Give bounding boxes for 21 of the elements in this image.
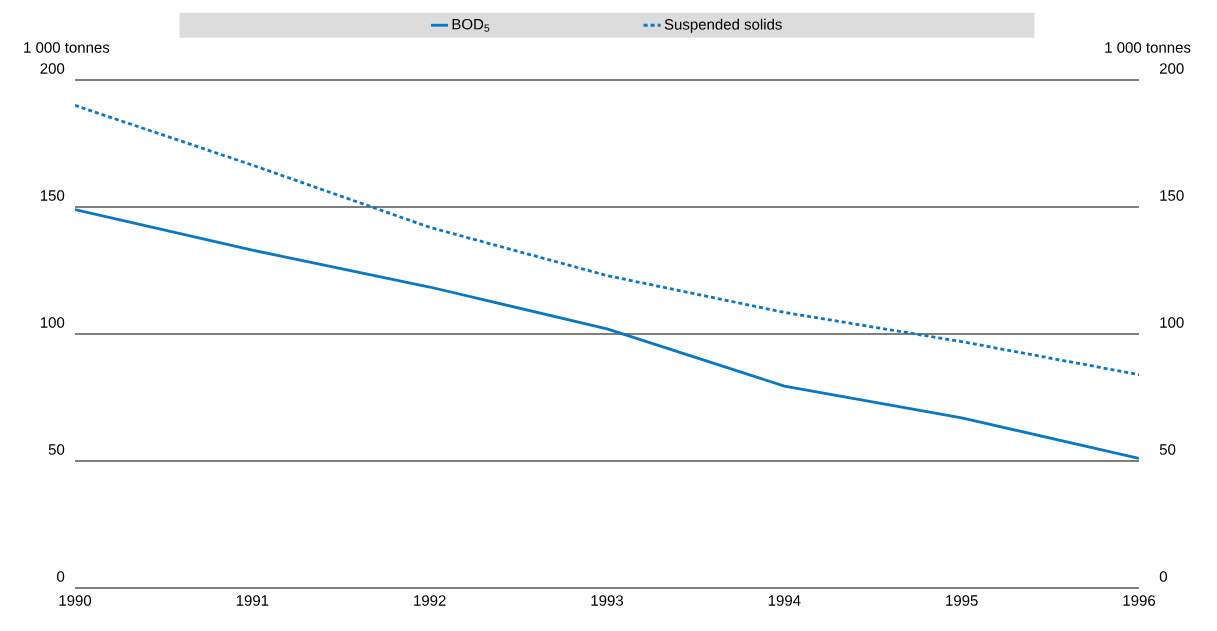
y2-tick-label: 100 (1160, 317, 1184, 328)
x-tick-label: 1994 (768, 595, 801, 606)
x-tick-label: 1992 (414, 595, 446, 606)
y-tick-label: 200 (40, 63, 65, 74)
x-tick-label: 1995 (946, 595, 978, 606)
y2-axis-title: 1 000 tonnes (1105, 42, 1191, 53)
y2-tick-label: 50 (1159, 444, 1176, 455)
x-tick-label: 1991 (236, 595, 269, 606)
y2-tick-label: 150 (1160, 190, 1184, 201)
y-tick-label: 0 (57, 571, 65, 582)
x-tick-label: 1990 (59, 595, 92, 606)
x-tick-label: 1993 (591, 595, 624, 606)
legend-label: Suspended solids (664, 18, 782, 33)
y2-tick-label: 0 (1159, 571, 1167, 582)
legend-label: BOD$_{5}$ (452, 18, 490, 32)
x-tick-label: 1996 (1123, 595, 1156, 606)
y2-tick-label: 200 (1159, 63, 1184, 74)
y-tick-label: 150 (40, 190, 65, 201)
y-tick-label: 100 (40, 317, 65, 328)
y-axis-title: 1 000 tonnes (24, 42, 110, 53)
y-tick-label: 50 (48, 444, 65, 455)
